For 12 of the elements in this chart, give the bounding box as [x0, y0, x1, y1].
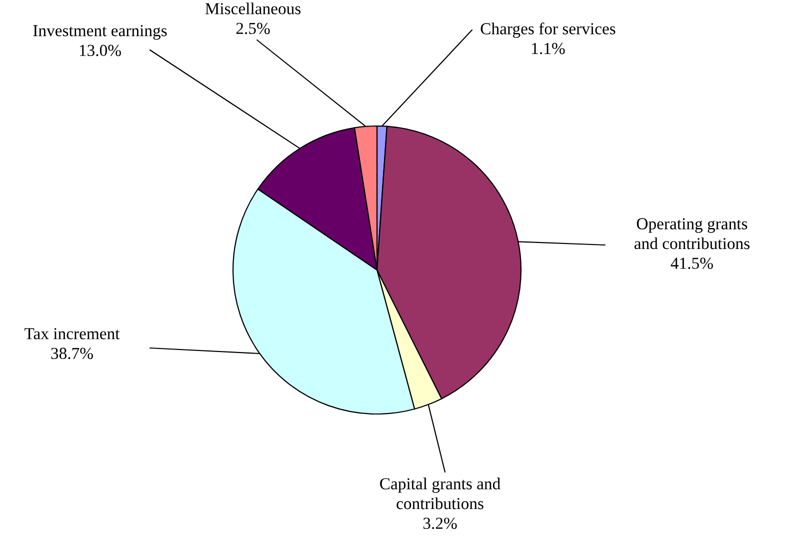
slice-label: Operating grants and contributions [634, 218, 750, 250]
slice-label: Miscellaneous [205, 2, 301, 14]
data-label: 41.5% [670, 258, 713, 269]
data-label: 13.0% [80, 44, 121, 56]
data-label: 38.7% [51, 348, 93, 360]
slice-label: Capital grants and contributions [380, 478, 500, 510]
data-label: 2.5% [236, 22, 270, 34]
data-label: 3.2% [423, 518, 457, 530]
data-label: 1.1% [532, 42, 565, 54]
slice-label: Investment earnings [33, 25, 167, 40]
slice-label: Tax increment [24, 328, 120, 340]
slice-label: Charges for services [480, 22, 616, 38]
